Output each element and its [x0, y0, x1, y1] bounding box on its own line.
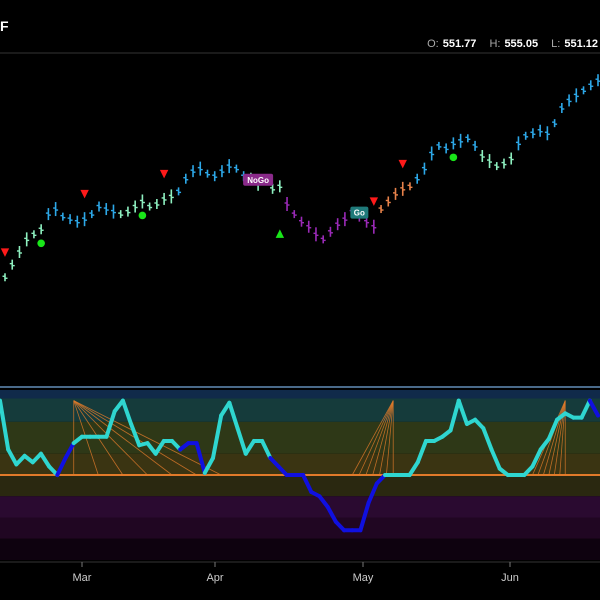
oscillator-line-segment — [407, 460, 420, 477]
oscillator-fan-line — [537, 400, 566, 476]
oscillator-line-segment — [546, 417, 560, 441]
oscillator-line-segment — [235, 426, 248, 456]
oscillator-line-segment — [0, 398, 11, 452]
ticker-fragment: F — [0, 18, 9, 34]
oscillator-line-segment — [6, 447, 19, 467]
oscillator-line-segment — [456, 398, 469, 426]
signal-label-text: Go — [354, 209, 365, 218]
oscillator-line-segment — [210, 413, 224, 460]
signal-dot-marker — [37, 239, 45, 248]
oscillator-band — [0, 496, 600, 518]
oscillator-band — [0, 538, 600, 560]
oscillator-line-segment — [202, 456, 215, 475]
oscillator-line-segment — [489, 447, 502, 471]
oscillator-line-segment — [104, 409, 117, 439]
oscillator-line-segment — [317, 494, 330, 509]
oscillator-line-segment — [481, 426, 494, 452]
oscillator-fan-line — [365, 400, 394, 476]
oscillator-line-segment — [358, 500, 371, 533]
oscillator-line-segment — [63, 441, 76, 460]
ohlc-readout: O: 551.77 H: 555.05 L: 551.12 — [417, 38, 598, 50]
open-label: O: — [427, 38, 439, 50]
high-label: H: — [489, 38, 501, 50]
oscillator-band — [0, 398, 600, 422]
x-axis-tick-label: Jun — [501, 572, 519, 584]
oscillator-fan-line — [543, 400, 566, 476]
low-label: L: — [551, 38, 561, 50]
oscillator-line-segment — [194, 441, 207, 475]
oscillator-band — [0, 475, 600, 497]
oscillator-line-segment — [120, 398, 134, 426]
oscillator-line-segment — [129, 422, 142, 448]
signal-dot-marker — [449, 153, 458, 162]
oscillator-line-segment — [227, 400, 240, 431]
oscillator-line-segment — [530, 447, 543, 469]
high-value: 555.05 — [504, 38, 539, 50]
oscillator-band — [0, 453, 600, 475]
sell-triangle-marker: ▼ — [80, 187, 89, 200]
oscillator-line-segment — [587, 398, 600, 418]
oscillator-fan-line — [385, 400, 394, 476]
oscillator-fan-line — [73, 400, 173, 476]
oscillator-fan-line — [358, 400, 394, 476]
sell-triangle-marker: ▼ — [399, 157, 408, 170]
low-value: 551.12 — [564, 38, 598, 50]
sell-triangle-marker: ▼ — [160, 167, 169, 180]
oscillator-line-segment — [260, 439, 273, 460]
signal-label-text: NoGo — [247, 176, 269, 185]
oscillator-fan-line — [372, 400, 394, 476]
oscillator-line-segment — [145, 441, 158, 456]
oscillator-line-segment — [243, 439, 256, 456]
x-axis-tick-label: Mar — [73, 572, 92, 584]
oscillator-line-segment — [38, 451, 52, 469]
x-axis-tick-label: May — [353, 572, 374, 584]
sell-triangle-marker: ▼ — [1, 245, 10, 258]
oscillator-fan-line — [379, 400, 394, 476]
oscillator-line-segment — [301, 473, 314, 494]
oscillator-line-segment — [448, 398, 461, 433]
signal-dot-marker — [138, 211, 147, 220]
oscillator-line-segment — [415, 439, 428, 465]
signal-label-bg — [243, 173, 274, 186]
oscillator-line-segment — [153, 439, 166, 456]
oscillator-line-segment — [366, 481, 379, 505]
oscillator-line-segment — [538, 436, 551, 452]
oscillator-line-segment — [579, 398, 592, 420]
oscillator-band — [0, 517, 600, 539]
oscillator-line-segment — [325, 504, 338, 524]
open-value: 551.77 — [442, 38, 477, 50]
buy-triangle-marker: ▲ — [276, 226, 285, 239]
signal-label-bg — [350, 206, 369, 219]
x-axis-tick-label: Apr — [206, 572, 223, 584]
oscillator-line-segment — [55, 456, 68, 477]
oscillator-fan-line — [351, 400, 394, 476]
oscillator-band — [0, 390, 600, 399]
sell-triangle-marker: ▼ — [370, 195, 379, 208]
oscillator-fan-line — [73, 400, 222, 476]
oscillator-fan-line — [73, 400, 148, 476]
